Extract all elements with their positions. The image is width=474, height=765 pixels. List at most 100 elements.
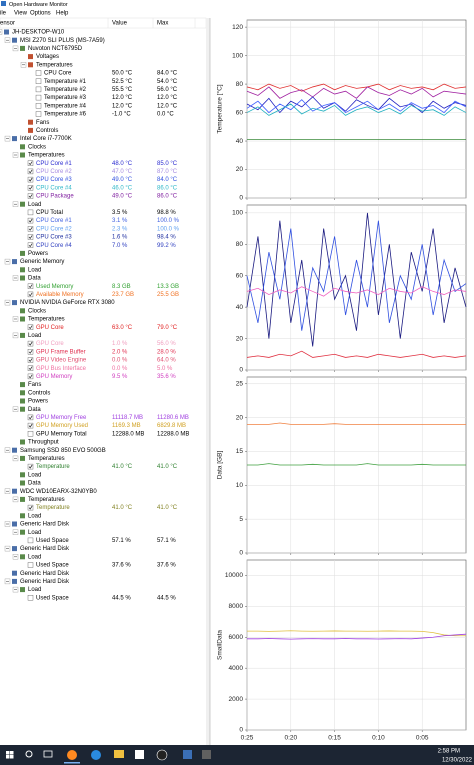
tree-label[interactable]: Fans bbox=[36, 120, 49, 126]
tree-label[interactable]: Temperatures bbox=[36, 62, 73, 68]
tree-label[interactable]: Generic Hard Disk bbox=[20, 579, 70, 585]
column-max[interactable]: Max bbox=[157, 21, 168, 27]
tree-label[interactable]: GPU Core bbox=[36, 325, 64, 331]
sensor-checkbox[interactable] bbox=[27, 193, 34, 199]
tree-label[interactable]: CPU Core #1 bbox=[36, 218, 72, 224]
sensor-checkbox[interactable] bbox=[27, 242, 34, 248]
tree-label[interactable]: CPU Core #2 bbox=[36, 226, 72, 232]
tree-label[interactable]: Generic Hard Disk bbox=[20, 522, 70, 528]
tree-label[interactable]: Load bbox=[28, 554, 41, 560]
tree-label[interactable]: Controls bbox=[36, 128, 58, 134]
sensor-checkbox[interactable] bbox=[27, 324, 34, 330]
store-icon[interactable] bbox=[135, 750, 144, 759]
tree-label[interactable]: Powers bbox=[28, 251, 48, 257]
tree-label[interactable]: Intel Core i7-7700K bbox=[20, 136, 72, 142]
tree-label[interactable]: Load bbox=[28, 472, 41, 478]
tree-label[interactable]: Temperatures bbox=[28, 456, 65, 462]
tree-label[interactable]: Temperature #3 bbox=[44, 95, 87, 101]
sensor-checkbox[interactable] bbox=[27, 209, 34, 216]
tree-label[interactable]: Data bbox=[28, 407, 41, 413]
tree-label[interactable]: Load bbox=[28, 333, 41, 339]
column-value[interactable]: Value bbox=[112, 21, 128, 27]
menu-view[interactable]: View bbox=[14, 11, 28, 17]
sensor-checkbox[interactable] bbox=[27, 168, 34, 175]
sensor-checkbox[interactable] bbox=[35, 78, 42, 84]
sensor-checkbox[interactable] bbox=[27, 357, 34, 363]
sensor-checkbox[interactable] bbox=[27, 176, 34, 183]
tree-label[interactable]: GPU Memory Total bbox=[36, 431, 87, 437]
sensor-checkbox[interactable] bbox=[35, 86, 42, 93]
tree-label[interactable]: Used Memory bbox=[36, 284, 73, 290]
tree-label[interactable]: GPU Memory Free bbox=[36, 415, 87, 421]
clock-time[interactable]: 2:58 PM bbox=[438, 749, 460, 755]
sensor-checkbox[interactable] bbox=[27, 431, 34, 437]
search-icon[interactable] bbox=[25, 750, 33, 758]
tree-label[interactable]: Temperature #1 bbox=[44, 79, 87, 85]
sensor-checkbox[interactable] bbox=[35, 94, 42, 101]
tree-label[interactable]: CPU Core #1 bbox=[36, 161, 72, 167]
sensor-checkbox[interactable] bbox=[27, 373, 34, 380]
tree-label[interactable]: MSI Z270 SLI PLUS (MS-7A59) bbox=[20, 38, 105, 44]
sensor-checkbox[interactable] bbox=[27, 504, 34, 511]
tree-label[interactable]: Load bbox=[28, 587, 41, 593]
tree-label[interactable]: CPU Total bbox=[36, 210, 63, 216]
edge-icon[interactable] bbox=[91, 750, 101, 760]
tree-label[interactable]: Load bbox=[28, 202, 41, 208]
tree-label[interactable]: CPU Core #3 bbox=[36, 177, 72, 183]
task-view-icon[interactable] bbox=[43, 750, 53, 758]
tree-label[interactable]: Generic Hard Disk bbox=[20, 571, 70, 577]
tree-label[interactable]: CPU Core bbox=[44, 71, 72, 77]
tree-label[interactable]: CPU Core #4 bbox=[36, 243, 72, 249]
tree-label[interactable]: Used Space bbox=[36, 538, 69, 544]
menu-help[interactable]: Help bbox=[56, 11, 69, 17]
tree-label[interactable]: Data bbox=[28, 481, 41, 487]
tree-label[interactable]: Load bbox=[28, 267, 41, 273]
menu-options[interactable]: Options bbox=[30, 11, 51, 17]
sensor-checkbox[interactable] bbox=[27, 160, 34, 166]
tree-label[interactable]: Temperature #2 bbox=[44, 87, 87, 93]
sensor-checkbox[interactable] bbox=[27, 595, 34, 601]
tree-label[interactable]: Clocks bbox=[28, 308, 46, 314]
tree-label[interactable]: Clocks bbox=[28, 144, 46, 150]
sensor-checkbox[interactable] bbox=[27, 537, 34, 544]
sensor-checkbox[interactable] bbox=[27, 349, 34, 355]
tree-label[interactable]: Load bbox=[28, 530, 41, 536]
tree-label[interactable]: Temperatures bbox=[28, 317, 65, 323]
tree-label[interactable]: Used Space bbox=[36, 563, 69, 569]
sensor-checkbox[interactable] bbox=[27, 340, 34, 347]
tree-label[interactable]: Voltages bbox=[36, 54, 59, 60]
sensor-checkbox[interactable] bbox=[27, 414, 34, 421]
firefox-icon[interactable] bbox=[67, 750, 77, 760]
column-sensor[interactable]: ensor bbox=[0, 21, 15, 27]
tree-label[interactable]: GPU Memory Used bbox=[36, 423, 88, 429]
sensor-checkbox[interactable] bbox=[27, 234, 34, 240]
tree-label[interactable]: GPU Memory bbox=[36, 374, 72, 380]
explorer-icon[interactable] bbox=[114, 750, 124, 758]
sensor-checkbox[interactable] bbox=[27, 283, 34, 289]
tree-label[interactable]: Temperature bbox=[36, 505, 70, 511]
tree-label[interactable]: Controls bbox=[28, 390, 50, 396]
sensor-checkbox[interactable] bbox=[27, 365, 34, 371]
tree-label[interactable]: Temperatures bbox=[28, 497, 65, 503]
sensor-checkbox[interactable] bbox=[27, 185, 34, 191]
tree-label[interactable]: CPU Core #3 bbox=[36, 235, 72, 241]
sensor-checkbox[interactable] bbox=[27, 217, 34, 224]
tree-label[interactable]: Powers bbox=[28, 399, 48, 405]
app-icon[interactable] bbox=[183, 750, 192, 759]
tree-label[interactable]: Generic Memory bbox=[20, 259, 64, 265]
tree-label[interactable]: Data bbox=[28, 276, 41, 282]
tree-label[interactable]: GPU Frame Buffer bbox=[36, 349, 86, 355]
start-button[interactable] bbox=[6, 751, 14, 759]
tree-label[interactable]: Temperature bbox=[36, 464, 70, 470]
tree-label[interactable]: Temperature #6 bbox=[44, 112, 87, 118]
tree-label[interactable]: JH-DESKTOP-W10 bbox=[12, 30, 65, 36]
tree-label[interactable]: CPU Core #4 bbox=[36, 185, 72, 191]
sensor-checkbox[interactable] bbox=[35, 111, 42, 117]
tree-label[interactable]: Throughput bbox=[28, 440, 59, 446]
tree-label[interactable]: Available Memory bbox=[36, 292, 84, 298]
tree-label[interactable]: Temperatures bbox=[28, 153, 65, 159]
tree-label[interactable]: Nuvoton NCT6795D bbox=[28, 46, 83, 52]
sensor-checkbox[interactable] bbox=[27, 562, 34, 568]
sensor-checkbox[interactable] bbox=[27, 226, 34, 232]
menu-file[interactable]: ile bbox=[0, 11, 7, 17]
